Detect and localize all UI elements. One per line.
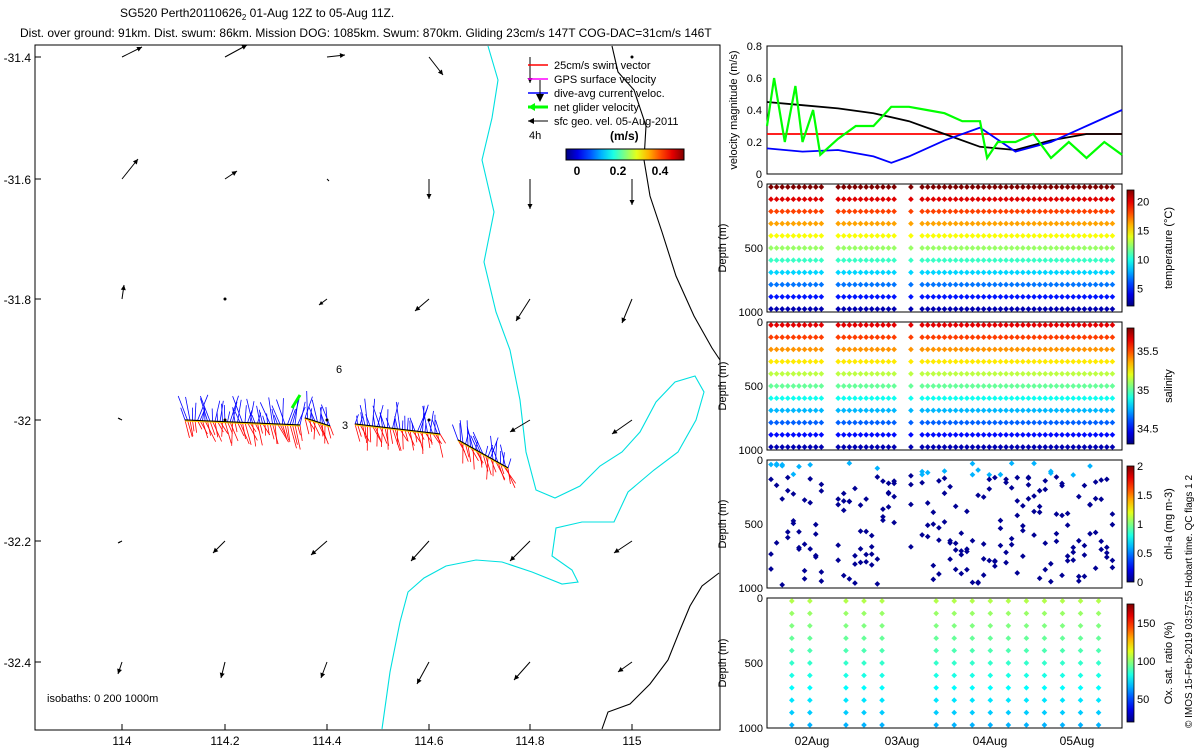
map-x-tick: 115 bbox=[622, 734, 641, 748]
colorbar-tick: 10 bbox=[1137, 255, 1149, 267]
velocity-y-tick: 0.2 bbox=[747, 137, 762, 149]
velocity-y-tick: 0.4 bbox=[747, 105, 762, 117]
map-x-tick: 114.4 bbox=[312, 734, 341, 748]
map-y-tick: -32.4 bbox=[4, 656, 32, 670]
colorbar-tick: 0.5 bbox=[1137, 548, 1152, 560]
velocity-y-label: velocity magnitude (m/s) bbox=[728, 50, 740, 169]
hour-label-6: 6 bbox=[336, 364, 342, 376]
colorbar-tick: 2 bbox=[1137, 461, 1143, 473]
map-y-tick: -32.2 bbox=[4, 535, 32, 549]
geo-velocity-arrow bbox=[428, 419, 431, 422]
map-x-tick: 114.8 bbox=[515, 734, 544, 748]
profile-frame bbox=[767, 598, 1122, 728]
hour-label-3: 3 bbox=[342, 420, 348, 432]
speed-colorbar-tick: 0.4 bbox=[652, 164, 669, 178]
colorbar-tick: 100 bbox=[1137, 656, 1155, 668]
geo-velocity-arrow bbox=[631, 56, 634, 59]
colorbar-tick: 1.5 bbox=[1137, 490, 1152, 502]
depth-tick: 1000 bbox=[739, 723, 763, 735]
depth-axis-label: Depth (m) bbox=[717, 224, 729, 273]
colorbar-tick: 50 bbox=[1137, 694, 1149, 706]
speed-colorbar-tick: 0.2 bbox=[610, 164, 627, 178]
map-y-tick: -31.8 bbox=[4, 293, 32, 307]
map-y-tick: -31.4 bbox=[4, 51, 32, 65]
colorbar-tick: 35.5 bbox=[1137, 346, 1158, 358]
depth-axis-label: Depth (m) bbox=[717, 362, 729, 411]
depth-tick: 0 bbox=[757, 317, 763, 329]
colorbar-tick: 20 bbox=[1137, 197, 1149, 209]
legend-label: dive-avg current veloc. bbox=[554, 88, 665, 100]
legend-label: GPS surface velocity bbox=[554, 74, 657, 86]
map-x-tick: 114.6 bbox=[414, 734, 443, 748]
colorbar-label: temperature (°C) bbox=[1163, 207, 1175, 289]
speed-colorbar-tick: 0 bbox=[574, 164, 581, 178]
velocity-y-tick: 0.6 bbox=[747, 73, 762, 85]
depth-tick: 500 bbox=[745, 243, 763, 255]
speed-colorbar bbox=[566, 149, 684, 160]
qc-side-text: © IMOS 15-Feb-2019 03:57:55 Hobart time.… bbox=[1184, 475, 1195, 728]
map-frame bbox=[35, 45, 720, 730]
colorbar-tick: 0 bbox=[1137, 577, 1143, 589]
figure-title: SG520 Perth201106262 01-Aug 12Z to 05-Au… bbox=[120, 6, 394, 22]
legend-label: net glider velocity bbox=[554, 102, 639, 114]
colorbar-tick: 34.5 bbox=[1137, 424, 1158, 436]
legend-label: sfc geo. vel. 05-Aug-2011 bbox=[554, 116, 679, 128]
speed-colorbar-title: (m/s) bbox=[610, 129, 639, 143]
colorbar-label: chl-a (mg m-3) bbox=[1163, 488, 1175, 560]
map-x-tick: 114.2 bbox=[210, 734, 239, 748]
profile-panel-4: 0 500 1000 Depth (m) 50 100 150 Ox. sat. ratio … bbox=[717, 593, 1175, 735]
velocity-y-tick: 0.8 bbox=[747, 41, 762, 53]
profile-colorbar bbox=[1127, 604, 1134, 722]
time-tick: 02Aug bbox=[795, 734, 830, 748]
colorbar-label: Ox. sat. ratio (%) bbox=[1163, 622, 1175, 705]
map-y-ticks: -31.4 -31.6 -31.8 -32 -32.2 -32.4 bbox=[4, 51, 32, 670]
profile-colorbar bbox=[1127, 466, 1134, 582]
figure-subtitle: Dist. over ground: 91km. Dist. swum: 86k… bbox=[20, 26, 712, 40]
depth-axis-label: Depth (m) bbox=[717, 639, 729, 688]
depth-tick: 0 bbox=[757, 455, 763, 467]
profile-colorbar bbox=[1127, 190, 1134, 306]
depth-tick: 500 bbox=[745, 658, 763, 670]
legend-4h: 4h bbox=[529, 130, 541, 142]
map-panel: 6 3 114 114.2 114.4 114.6 114.8 115 -31.… bbox=[4, 45, 720, 748]
depth-tick: 500 bbox=[745, 381, 763, 393]
depth-tick: 500 bbox=[745, 519, 763, 531]
colorbar-tick: 15 bbox=[1137, 226, 1149, 238]
map-y-tick: -32 bbox=[14, 414, 32, 428]
map-x-ticks: 114 114.2 114.4 114.6 114.8 115 bbox=[112, 734, 641, 748]
depth-tick: 0 bbox=[757, 179, 763, 191]
geo-velocity-arrow bbox=[224, 298, 227, 301]
time-tick: 03Aug bbox=[885, 734, 920, 748]
map-y-tick: -31.6 bbox=[4, 173, 32, 187]
geo-velocity-arrow bbox=[326, 419, 329, 422]
depth-axis-label: Depth (m) bbox=[717, 500, 729, 549]
colorbar-tick: 150 bbox=[1137, 618, 1155, 630]
time-axis: 02Aug 03Aug 04Aug 05Aug bbox=[795, 734, 1095, 748]
depth-tick: 0 bbox=[757, 593, 763, 605]
colorbar-tick: 35 bbox=[1137, 385, 1149, 397]
time-tick: 05Aug bbox=[1060, 734, 1095, 748]
colorbar-tick: 5 bbox=[1137, 284, 1143, 296]
isobaths-label: isobaths: 0 200 1000m bbox=[47, 693, 158, 705]
time-tick: 04Aug bbox=[973, 734, 1008, 748]
colorbar-tick: 1 bbox=[1137, 519, 1143, 531]
geo-velocity-arrow bbox=[224, 419, 227, 422]
colorbar-label: salinity bbox=[1163, 369, 1175, 403]
profile-colorbar bbox=[1127, 328, 1134, 444]
legend-label: 25cm/s swim vector bbox=[554, 60, 651, 72]
map-x-tick: 114 bbox=[112, 734, 131, 748]
